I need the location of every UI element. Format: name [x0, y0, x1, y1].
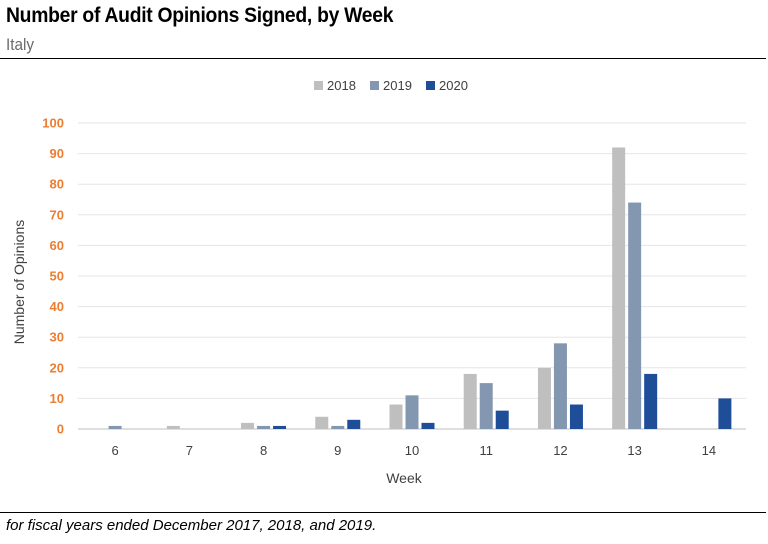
legend: 2018 2019 2020	[314, 78, 468, 93]
x-tick-label: 8	[260, 443, 267, 458]
legend-swatch-2019	[370, 81, 379, 90]
bar-2020-week-8	[273, 425, 287, 429]
y-tick-label: 40	[50, 299, 64, 314]
y-tick-label: 30	[50, 330, 64, 345]
bars	[108, 147, 732, 429]
y-axis-ticks: 0 10 20 30 40 50 60 70 80 90 100	[42, 116, 64, 437]
y-tick-label: 20	[50, 360, 64, 375]
x-tick-label: 14	[702, 443, 716, 458]
legend-label-2019: 2019	[383, 78, 412, 93]
x-tick-label: 6	[111, 443, 118, 458]
bar-2018-week-10	[389, 404, 403, 429]
y-tick-label: 50	[50, 269, 64, 284]
x-tick-label: 13	[627, 443, 641, 458]
x-tick-label: 7	[186, 443, 193, 458]
x-tick-label: 9	[334, 443, 341, 458]
x-axis-ticks: 6 7 8 9 10 11 12 13 14	[111, 443, 716, 458]
x-tick-label: 10	[405, 443, 419, 458]
legend-label-2020: 2020	[439, 78, 468, 93]
bar-2018-week-13	[612, 147, 626, 429]
bar-2019-week-8	[257, 425, 271, 429]
bottom-divider	[0, 512, 766, 513]
bar-2019-week-10	[405, 395, 419, 429]
y-axis-label: Number of Opinions	[11, 220, 27, 345]
bar-2018-week-12	[537, 367, 551, 429]
y-tick-label: 80	[50, 177, 64, 192]
y-tick-label: 70	[50, 207, 64, 222]
x-tick-label: 12	[553, 443, 567, 458]
bar-2019-week-11	[479, 383, 493, 429]
chart: 2018 2019 2020 0 10 20 30 40 50 60 70 80 90 100 6 7 8 9…	[11, 78, 746, 486]
bar-2018-week-7	[166, 425, 180, 429]
bar-2020-week-13	[644, 373, 658, 429]
y-tick-label: 60	[50, 238, 64, 253]
bar-2018-week-11	[463, 373, 477, 429]
bar-2019-week-9	[331, 425, 345, 429]
bar-2020-week-12	[569, 404, 583, 429]
bar-2019-week-12	[553, 343, 567, 429]
bar-2020-week-10	[421, 422, 435, 429]
page-subtitle: Italy	[6, 35, 35, 54]
bar-2018-week-9	[315, 416, 329, 429]
y-tick-label: 10	[50, 391, 64, 406]
y-tick-label: 100	[42, 116, 64, 131]
bar-2019-week-13	[628, 202, 642, 429]
bar-2020-week-9	[347, 419, 361, 429]
top-divider	[0, 58, 766, 59]
footnote: for fiscal years ended December 2017, 20…	[6, 517, 377, 534]
bar-2019-week-6	[108, 425, 122, 429]
y-tick-label: 90	[50, 146, 64, 161]
legend-swatch-2020	[426, 81, 435, 90]
page-title: Number of Audit Opinions Signed, by Week	[6, 4, 394, 27]
x-tick-label: 11	[479, 443, 493, 458]
legend-label-2018: 2018	[327, 78, 356, 93]
bar-2020-week-11	[495, 410, 509, 429]
x-axis-label: Week	[386, 470, 423, 486]
y-tick-label: 0	[57, 422, 64, 437]
bar-2018-week-8	[241, 422, 255, 429]
legend-swatch-2018	[314, 81, 323, 90]
bar-2020-week-14	[718, 398, 732, 429]
